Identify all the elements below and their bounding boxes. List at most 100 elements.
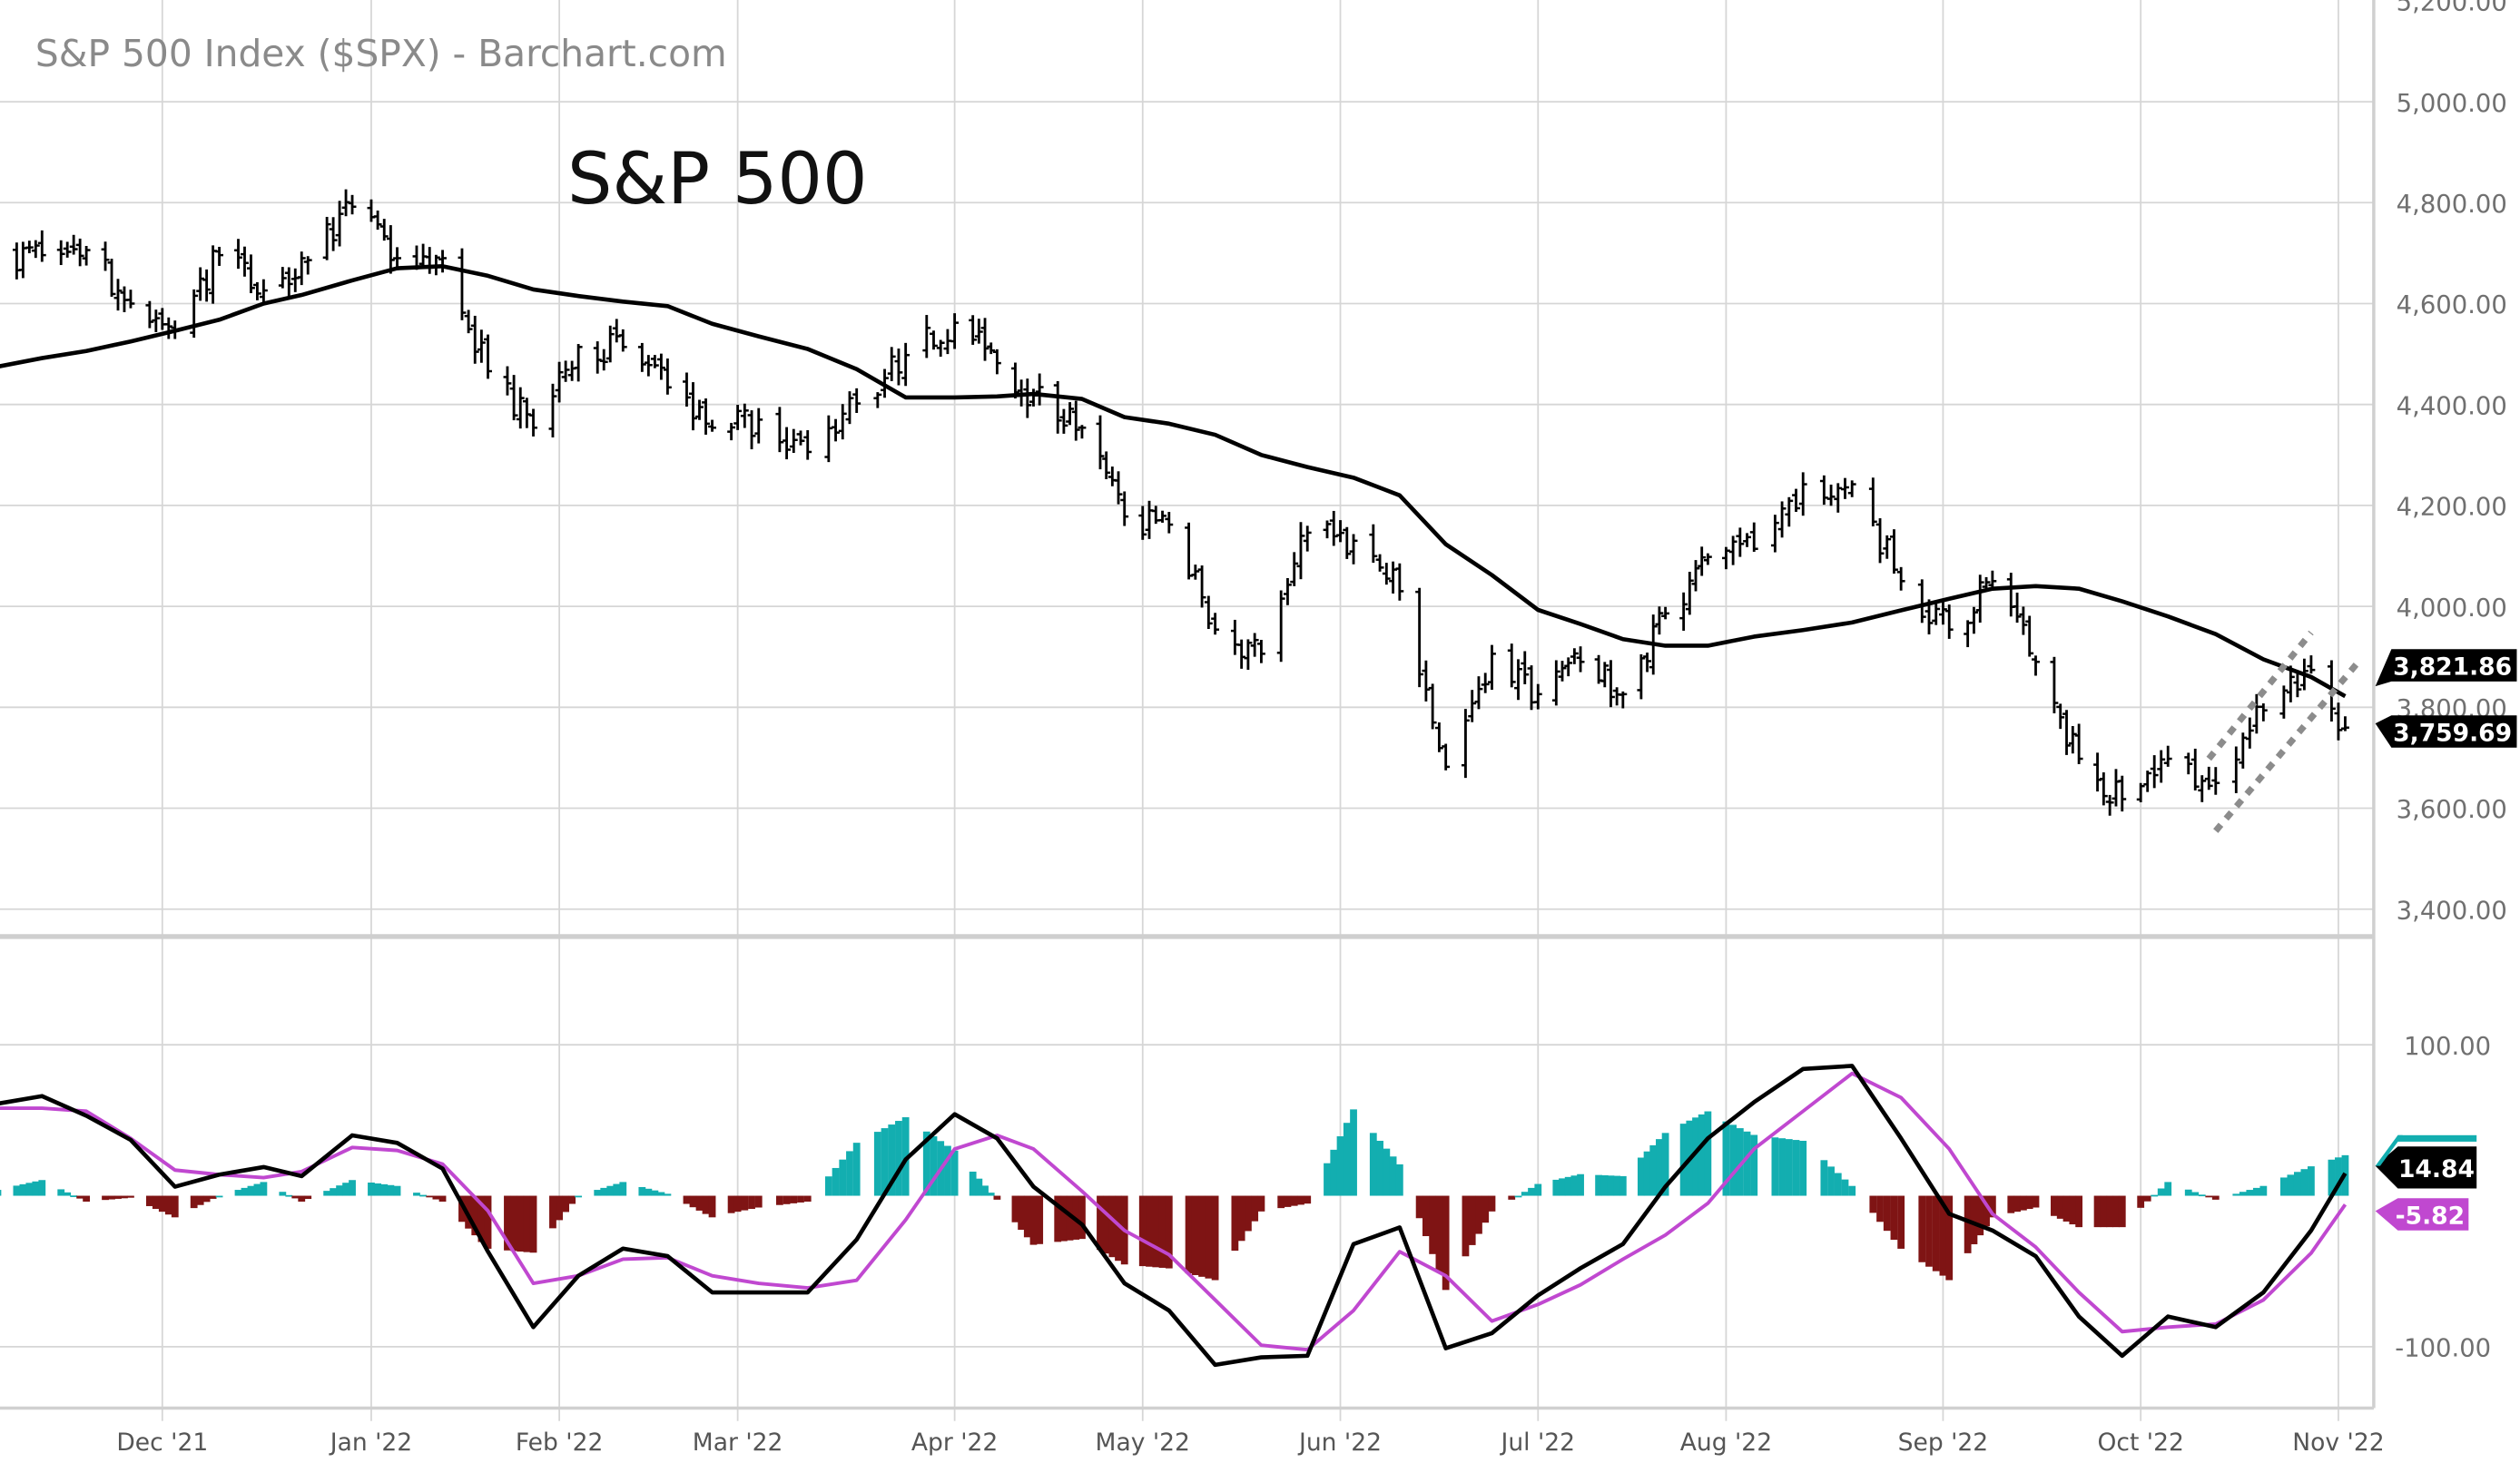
price-bar	[2211, 767, 2220, 795]
price-bar	[987, 342, 996, 355]
histogram-bar	[2093, 1195, 2102, 1228]
histogram-bar	[413, 1193, 420, 1196]
histogram-bar	[1508, 1195, 1516, 1200]
histogram-bar	[2191, 1192, 2200, 1196]
price-bar	[1323, 520, 1332, 539]
macd-lines	[0, 1064, 2348, 1368]
histogram-bar	[114, 1195, 122, 1199]
price-bar	[2074, 723, 2083, 764]
price-bar	[2006, 573, 2015, 617]
histogram-bar	[1185, 1195, 1193, 1274]
y-tick-label: 4,000.00	[2397, 594, 2507, 623]
histogram-bar	[2252, 1187, 2260, 1196]
histogram-bar	[1983, 1195, 1990, 1227]
histogram-bar	[846, 1151, 853, 1196]
price-bar	[1230, 619, 1239, 655]
histogram-bar	[1890, 1195, 1898, 1241]
price-bar	[574, 344, 583, 382]
y-tick-label: 5,000.00	[2397, 89, 2507, 118]
price-bar	[980, 318, 989, 361]
price-bar	[1970, 606, 1978, 634]
price-bar	[425, 247, 434, 274]
price-bar	[1276, 590, 1285, 663]
price-bar	[1619, 691, 1628, 709]
histogram-bar	[57, 1189, 65, 1196]
price-bar	[1558, 661, 1567, 682]
histogram-bar	[1060, 1195, 1068, 1242]
price-bar	[297, 251, 306, 286]
histogram-bar	[1462, 1195, 1470, 1257]
price-bar	[1576, 646, 1585, 673]
histogram-bar	[2007, 1195, 2015, 1213]
histogram-bar	[426, 1195, 434, 1198]
price-bar	[2068, 726, 2077, 754]
price-bar	[75, 238, 84, 267]
price-bar	[950, 313, 960, 349]
histogram-bar	[1552, 1179, 1560, 1196]
price-bar	[202, 269, 212, 302]
histogram-bar	[1698, 1114, 1706, 1196]
histogram-bar	[1637, 1157, 1645, 1196]
macd-y-tick-label: 100.00	[2404, 1032, 2491, 1061]
histogram-bar	[523, 1195, 531, 1252]
histogram-bar	[1925, 1195, 1933, 1267]
price-bar	[1798, 472, 1807, 516]
histogram-bar	[1468, 1195, 1476, 1245]
histogram-bar	[1245, 1195, 1252, 1232]
histogram-bar	[600, 1187, 608, 1196]
histogram-bar	[1191, 1195, 1199, 1275]
histogram-bar	[336, 1185, 343, 1196]
histogram-bar	[1600, 1174, 1609, 1196]
y-tick-label: 3,400.00	[2397, 896, 2507, 925]
price-bar	[1514, 659, 1522, 701]
price-bar	[1185, 522, 1193, 580]
histogram-bar	[323, 1191, 331, 1196]
histogram-bar	[517, 1195, 525, 1252]
price-bar	[1679, 592, 1688, 631]
histogram-bar	[215, 1195, 223, 1198]
price-bar	[1749, 522, 1758, 552]
price-bar	[1932, 602, 1941, 625]
histogram-bar	[291, 1195, 300, 1199]
price-bar	[2231, 746, 2240, 793]
price-bar	[1107, 466, 1117, 486]
histogram-bar	[1336, 1136, 1344, 1196]
histogram-bar	[32, 1181, 40, 1196]
x-tick-label: Sep '22	[1898, 1429, 1989, 1457]
histogram-bar	[1324, 1163, 1331, 1196]
histogram-bar	[1876, 1195, 1884, 1222]
price-bar	[113, 279, 123, 311]
histogram-bar	[2184, 1189, 2192, 1196]
histogram-bar	[196, 1195, 204, 1205]
histogram-bar	[393, 1185, 401, 1196]
price-bar	[2111, 769, 2121, 807]
price-bar	[322, 216, 331, 260]
price-bar	[1158, 510, 1166, 523]
histogram-bar	[0, 1190, 2, 1196]
histogram-bar	[1488, 1195, 1496, 1212]
y-tick-label: 3,600.00	[2397, 795, 2507, 824]
histogram-bar	[1704, 1111, 1712, 1196]
price-bar	[418, 243, 428, 267]
price-bar	[838, 404, 847, 440]
price-bar	[1468, 690, 1477, 722]
price-bar	[2105, 794, 2114, 816]
histogram-bar	[1722, 1121, 1730, 1196]
price-bar	[509, 375, 518, 421]
histogram-bar	[657, 1192, 665, 1196]
histogram-bar	[969, 1171, 977, 1196]
histogram-bar	[556, 1195, 563, 1221]
trendlines	[2206, 630, 2362, 833]
price-bar	[708, 419, 716, 432]
price-bar	[63, 241, 72, 258]
histogram-bar	[1205, 1195, 1213, 1279]
price-bar	[1011, 362, 1019, 399]
histogram-bar	[1395, 1164, 1403, 1196]
histogram-bar	[387, 1184, 395, 1196]
histogram-bar	[839, 1159, 847, 1196]
price-bar	[329, 217, 338, 251]
histogram-bar	[852, 1143, 861, 1196]
price-bar	[196, 267, 205, 301]
histogram-bar	[1152, 1195, 1160, 1268]
histogram-bar	[2300, 1169, 2308, 1196]
